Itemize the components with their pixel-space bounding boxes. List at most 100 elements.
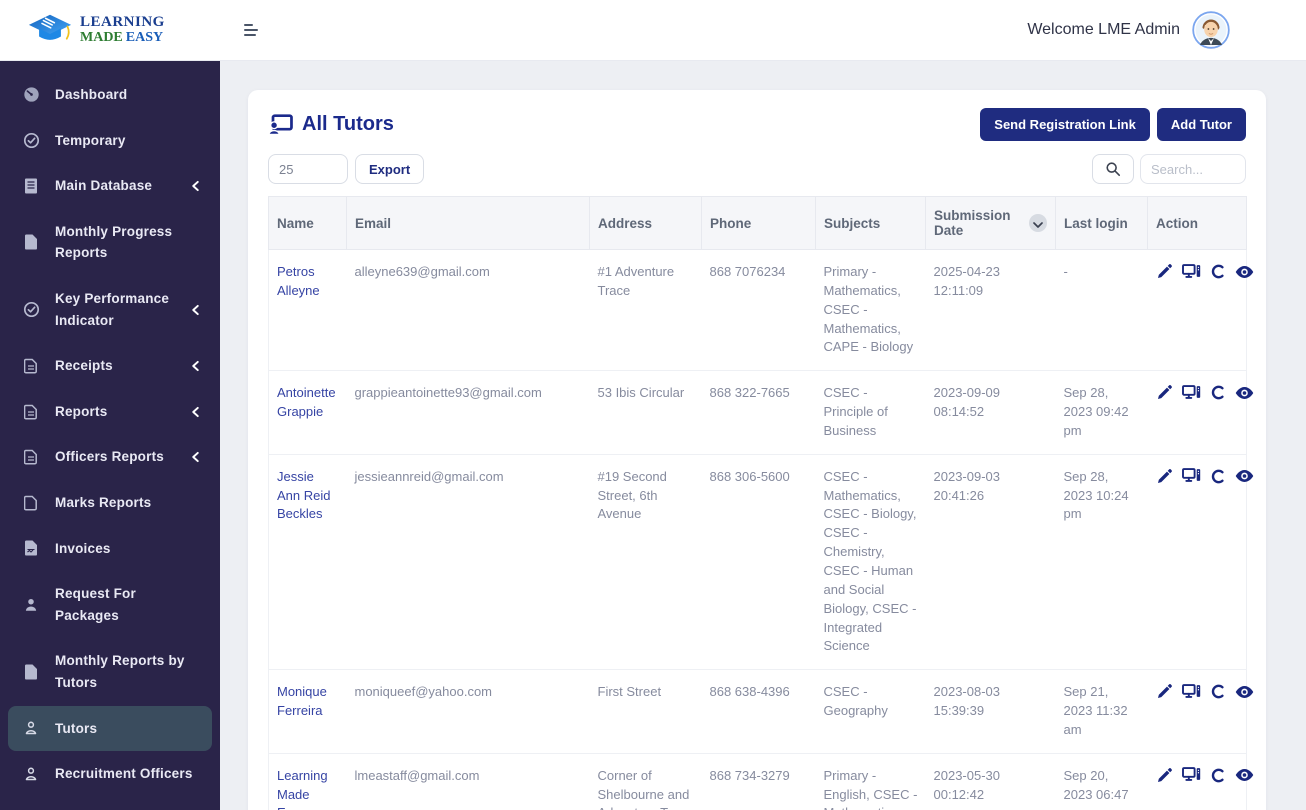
- cell-name[interactable]: Learning Made Easy Academy: [268, 753, 347, 810]
- menu-toggle-icon[interactable]: [238, 18, 264, 42]
- monitor-icon: [1181, 683, 1201, 706]
- cell-submission-date: 2023-05-30 00:12:42: [925, 753, 1056, 810]
- check-circle-icon: [22, 132, 40, 149]
- file-blank-icon: [22, 495, 40, 511]
- page-title-text: All Tutors: [302, 113, 394, 135]
- add-tutor-button[interactable]: Add Tutor: [1156, 108, 1246, 141]
- chevron-left-icon: [191, 304, 200, 316]
- edit-action-button[interactable]: [1156, 384, 1173, 407]
- column-label: Subjects: [824, 215, 881, 231]
- sidebar-item-monthly-reports-by-tutors[interactable]: Monthly Reports by Tutors: [8, 638, 212, 705]
- cell-name[interactable]: Antoinette Grappie: [268, 370, 347, 455]
- page-size-input[interactable]: [268, 154, 348, 184]
- cell-actions: [1147, 669, 1253, 754]
- cell-email: jessieannreid@gmail.com: [346, 454, 590, 671]
- sidebar-item-receipts[interactable]: Receipts: [8, 343, 212, 389]
- all-tutors-card: All Tutors Send Registration Link Add Tu…: [248, 90, 1266, 810]
- cell-phone: 868 322-7665: [701, 370, 816, 455]
- eye-action-button[interactable]: [1235, 469, 1254, 489]
- sidebar-item-request-for-packages[interactable]: Request For Packages: [8, 571, 212, 638]
- receipt-icon: [22, 178, 40, 194]
- column-label: Last login: [1064, 215, 1128, 231]
- edit-action-button[interactable]: [1156, 263, 1173, 286]
- column-header-email: Email: [346, 196, 590, 250]
- main-content: All Tutors Send Registration Link Add Tu…: [220, 60, 1306, 810]
- search-button[interactable]: [1092, 154, 1134, 184]
- cell-name[interactable]: Petros Alleyne: [268, 249, 347, 372]
- file-invoice-icon: [22, 540, 40, 556]
- send-registration-link-button[interactable]: Send Registration Link: [980, 108, 1150, 141]
- edit-action-button[interactable]: [1156, 683, 1173, 706]
- sidebar-item-marks-reports[interactable]: Marks Reports: [8, 480, 212, 526]
- eye-action-button[interactable]: [1235, 768, 1254, 788]
- table-body: Petros Alleyne alleyne639@gmail.com #1 Adv…: [268, 249, 1253, 810]
- sidebar-item-monthly-progress-reports[interactable]: Monthly Progress Reports: [8, 209, 212, 276]
- refresh-c-action-button[interactable]: [1210, 468, 1226, 491]
- eye-action-button[interactable]: [1235, 265, 1254, 285]
- sidebar-item-label: Officers Reports: [55, 449, 164, 465]
- chevron-left-icon: [191, 180, 200, 192]
- sidebar-item-recruitment-officers[interactable]: Recruitment Officers: [8, 751, 212, 797]
- cell-subjects: CSEC - Geography: [815, 669, 926, 754]
- eye-icon: [1235, 469, 1254, 489]
- check-circle-icon: [22, 301, 40, 318]
- cell-last-login: Sep 28, 2023 10:24 pm: [1055, 454, 1148, 671]
- chevron-left-icon: [191, 406, 200, 418]
- sidebar-item-label: Request For Packages: [55, 586, 136, 623]
- monitor-icon: [1181, 263, 1201, 286]
- speedometer-icon: [22, 86, 40, 103]
- person-outline-icon: [22, 720, 40, 736]
- sidebar-item-temporary[interactable]: Temporary: [8, 118, 212, 164]
- export-button[interactable]: Export: [355, 154, 425, 184]
- refresh-c-action-button[interactable]: [1210, 263, 1226, 286]
- refresh-c-icon: [1210, 767, 1226, 790]
- monitor-action-button[interactable]: [1181, 384, 1201, 407]
- table-row: Learning Made Easy Academylmeastaff@gmai…: [268, 753, 1253, 810]
- sort-toggle[interactable]: [1029, 214, 1047, 232]
- refresh-c-icon: [1210, 263, 1226, 286]
- refresh-c-action-button[interactable]: [1210, 384, 1226, 407]
- app-logo[interactable]: LEARNING MADE EASY: [0, 8, 220, 52]
- column-header-name: Name: [268, 196, 347, 250]
- monitor-action-button[interactable]: [1181, 767, 1201, 789]
- sidebar-item-label: Marks Reports: [55, 494, 152, 510]
- logo-text: LEARNING MADE EASY: [80, 15, 165, 45]
- sidebar-item-support-officers[interactable]: Support Officers: [8, 797, 212, 810]
- sidebar-item-dashboard[interactable]: Dashboard: [8, 72, 212, 118]
- sidebar-item-reports[interactable]: Reports: [8, 389, 212, 435]
- table-row: Jessie Ann Reid Beckles jessieannreid@gma…: [268, 454, 1253, 671]
- column-header-action: Action: [1147, 196, 1247, 250]
- sidebar-item-officers-reports[interactable]: Officers Reports: [8, 434, 212, 480]
- sidebar-item-label: Main Database: [55, 178, 153, 194]
- eye-action-button[interactable]: [1235, 685, 1254, 705]
- search-input[interactable]: [1140, 154, 1246, 184]
- cell-name[interactable]: Monique Ferreira: [268, 669, 347, 754]
- sidebar-item-invoices[interactable]: Invoices: [8, 526, 212, 572]
- cell-last-login: Sep 21, 2023 11:32 am: [1055, 669, 1148, 754]
- edit-action-button[interactable]: [1156, 767, 1173, 790]
- cell-phone: 868 638-4396: [701, 669, 816, 754]
- cell-last-login: -: [1055, 249, 1148, 372]
- file-lines-icon: [22, 449, 40, 465]
- cell-submission-date: 2023-08-03 15:39:39: [925, 669, 1056, 754]
- refresh-c-action-button[interactable]: [1210, 683, 1226, 706]
- cell-name[interactable]: Jessie Ann Reid Beckles: [268, 454, 347, 671]
- monitor-action-button[interactable]: [1181, 683, 1201, 706]
- edit-action-button[interactable]: [1156, 468, 1173, 491]
- eye-action-button[interactable]: [1235, 386, 1254, 406]
- cell-email: moniqueef@yahoo.com: [346, 669, 590, 754]
- cell-email: alleyne639@gmail.com: [346, 249, 590, 372]
- refresh-c-action-button[interactable]: [1210, 767, 1226, 790]
- cell-submission-date: 2023-09-03 20:41:26: [925, 454, 1056, 671]
- edit-icon: [1156, 683, 1173, 706]
- sidebar-item-main-database[interactable]: Main Database: [8, 163, 212, 209]
- user-avatar[interactable]: [1192, 11, 1230, 49]
- chalkboard-user-icon: [268, 114, 293, 135]
- column-header-submission-date[interactable]: Submission Date: [925, 196, 1056, 250]
- sidebar-item-key-performance-indicator[interactable]: Key Performance Indicator: [8, 276, 212, 343]
- column-label: Email: [355, 215, 392, 231]
- cell-actions: [1147, 370, 1253, 455]
- monitor-action-button[interactable]: [1181, 468, 1201, 490]
- sidebar-item-tutors[interactable]: Tutors: [8, 705, 212, 752]
- monitor-action-button[interactable]: [1181, 263, 1201, 286]
